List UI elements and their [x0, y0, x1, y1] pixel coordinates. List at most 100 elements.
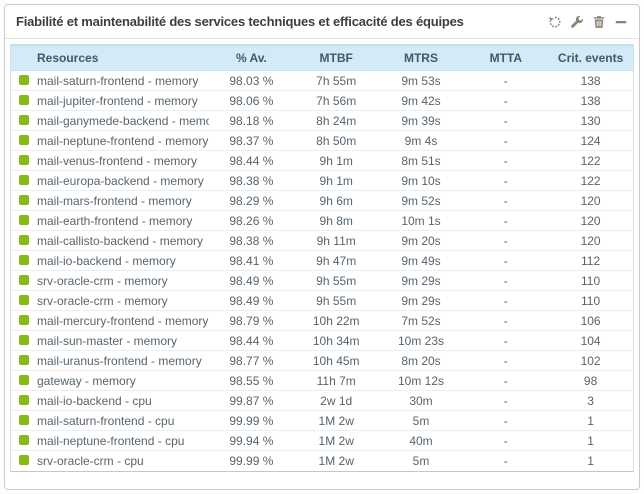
resource-name: gateway - memory	[37, 370, 209, 391]
availability-value: 98.41 %	[209, 250, 294, 271]
status-ok-icon	[19, 74, 29, 85]
mtrs-value: 10m 1s	[378, 210, 464, 231]
table-row[interactable]: mail-europa-backend - memory 98.38 % 9h …	[11, 170, 633, 191]
status-ok-icon	[19, 354, 29, 365]
crit-events-value: 110	[548, 270, 633, 291]
availability-value: 99.99 %	[229, 453, 274, 468]
table-row[interactable]: mail-earth-frontend - memory 98.26 % 9h …	[11, 210, 633, 231]
column-header-availability[interactable]: % Av.	[209, 45, 294, 71]
resource-name: mail-neptune-frontend - cpu	[37, 430, 209, 451]
status-ok-icon	[19, 294, 29, 305]
resource-name: mail-saturn-frontend - memory	[37, 70, 209, 91]
trash-icon[interactable]	[592, 15, 606, 29]
mtta-value: -	[463, 370, 549, 391]
table-header-row: Resources % Av. MTBF MTRS MTTA Crit. eve…	[11, 45, 633, 71]
mtta-value: -	[463, 230, 549, 251]
mtbf-value: 7h 55m	[293, 70, 379, 91]
mtbf-value: 9h 55m	[293, 270, 379, 291]
mtrs-value: 8m 51s	[378, 150, 464, 171]
availability-value: 99.99 %	[209, 410, 294, 431]
mtta-value: -	[463, 130, 549, 151]
crit-events-value: 112	[548, 250, 633, 271]
table-row[interactable]: gateway - memory 98.55 % 11h 7m 10m 12s …	[11, 370, 633, 391]
mtta-value: -	[503, 453, 508, 468]
table-row[interactable]: mail-venus-frontend - memory 98.44 % 9h …	[11, 150, 633, 171]
crit-events-value: 122	[548, 170, 633, 191]
mtbf-value: 9h 8m	[293, 210, 379, 231]
mtrs-value: 9m 29s	[378, 290, 464, 311]
table-row[interactable]: srv-oracle-crm - cpu 99.99 % 1M 2w 5m - …	[11, 451, 633, 471]
resource-name: mail-mars-frontend - memory	[37, 190, 209, 211]
mtbf-value: 1M 2w	[293, 430, 379, 451]
availability-value: 98.06 %	[209, 90, 294, 111]
mtrs-value: 5m	[378, 410, 464, 431]
crit-events-value: 106	[548, 310, 633, 331]
column-header-mtbf[interactable]: MTBF	[293, 45, 379, 71]
table-row[interactable]: mail-neptune-frontend - memory 98.37 % 8…	[11, 130, 633, 151]
resource-name: srv-oracle-crm - memory	[37, 290, 209, 311]
status-ok-icon	[19, 374, 29, 385]
mtta-value: -	[463, 270, 549, 291]
crit-events-value: 110	[548, 290, 633, 311]
table-row[interactable]: mail-saturn-frontend - memory 98.03 % 7h…	[11, 70, 633, 91]
status-ok-icon	[19, 334, 29, 345]
column-header-mtta[interactable]: MTTA	[463, 45, 549, 71]
reliability-table: Resources % Av. MTBF MTRS MTTA Crit. eve…	[10, 44, 634, 472]
status-ok-icon	[19, 394, 29, 405]
table-row[interactable]: srv-oracle-crm - memory 98.49 % 9h 55m 9…	[11, 290, 633, 311]
table-row[interactable]: mail-neptune-frontend - cpu 99.94 % 1M 2…	[11, 430, 633, 451]
availability-value: 98.55 %	[209, 370, 294, 391]
table-row[interactable]: mail-io-backend - cpu 99.87 % 2w 1d 30m …	[11, 390, 633, 411]
minimize-icon[interactable]	[614, 15, 628, 29]
table-row[interactable]: srv-oracle-crm - memory 98.49 % 9h 55m 9…	[11, 270, 633, 291]
mtta-value: -	[463, 310, 549, 331]
mtbf-value: 10h 45m	[293, 350, 379, 371]
crit-events-value: 122	[548, 150, 633, 171]
status-ok-icon	[19, 194, 29, 205]
table-row[interactable]: mail-ganymede-backend - memory 98.18 % 8…	[11, 110, 633, 131]
status-ok-icon	[19, 154, 29, 165]
mtbf-value: 9h 11m	[293, 230, 379, 251]
resource-name: srv-oracle-crm - memory	[37, 270, 209, 291]
mtta-value: -	[463, 110, 549, 131]
status-ok-icon	[19, 314, 29, 325]
mtrs-value: 9m 29s	[378, 270, 464, 291]
table-row[interactable]: mail-mercury-frontend - memory 98.79 % 1…	[11, 310, 633, 331]
mtta-value: -	[463, 390, 549, 411]
resource-name: mail-io-backend - cpu	[37, 390, 209, 411]
column-header-mtrs[interactable]: MTRS	[378, 45, 464, 71]
refresh-icon[interactable]	[548, 15, 562, 29]
mtta-value: -	[463, 290, 549, 311]
resource-name: mail-neptune-frontend - memory	[37, 130, 209, 151]
status-ok-icon	[19, 114, 29, 125]
table-row[interactable]: mail-sun-master - memory 98.44 % 10h 34m…	[11, 330, 633, 351]
mtrs-value: 9m 20s	[378, 230, 464, 251]
mtrs-value: 9m 53s	[378, 70, 464, 91]
column-header-resources[interactable]: Resources	[37, 45, 209, 71]
column-header-crit-events[interactable]: Crit. events	[548, 45, 633, 71]
mtbf-value: 9h 47m	[293, 250, 379, 271]
mtbf-value: 11h 7m	[293, 370, 379, 391]
resource-name: mail-ganymede-backend - memory	[37, 110, 209, 131]
table-row[interactable]: mail-saturn-frontend - cpu 99.99 % 1M 2w…	[11, 410, 633, 431]
status-ok-icon	[19, 254, 29, 265]
table-row[interactable]: mail-io-backend - memory 98.41 % 9h 47m …	[11, 250, 633, 271]
availability-value: 98.44 %	[209, 150, 294, 171]
mtbf-value: 10h 22m	[293, 310, 379, 331]
crit-events-value: 124	[548, 130, 633, 151]
mtrs-value: 8m 20s	[378, 350, 464, 371]
status-ok-icon	[19, 174, 29, 185]
crit-events-value: 138	[548, 70, 633, 91]
wrench-icon[interactable]	[570, 15, 584, 29]
table-row[interactable]: mail-uranus-frontend - memory 98.77 % 10…	[11, 350, 633, 371]
mtbf-value: 8h 50m	[293, 130, 379, 151]
crit-events-value: 120	[548, 210, 633, 231]
mtta-value: -	[463, 410, 549, 431]
resource-name: mail-jupiter-frontend - memory	[37, 90, 209, 111]
availability-value: 98.18 %	[209, 110, 294, 131]
table-row[interactable]: mail-jupiter-frontend - memory 98.06 % 7…	[11, 90, 633, 111]
resource-name: mail-uranus-frontend - memory	[37, 350, 209, 371]
table-row[interactable]: mail-mars-frontend - memory 98.29 % 9h 6…	[11, 190, 633, 211]
table-row[interactable]: mail-callisto-backend - memory 98.38 % 9…	[11, 230, 633, 251]
mtta-value: -	[463, 430, 549, 451]
